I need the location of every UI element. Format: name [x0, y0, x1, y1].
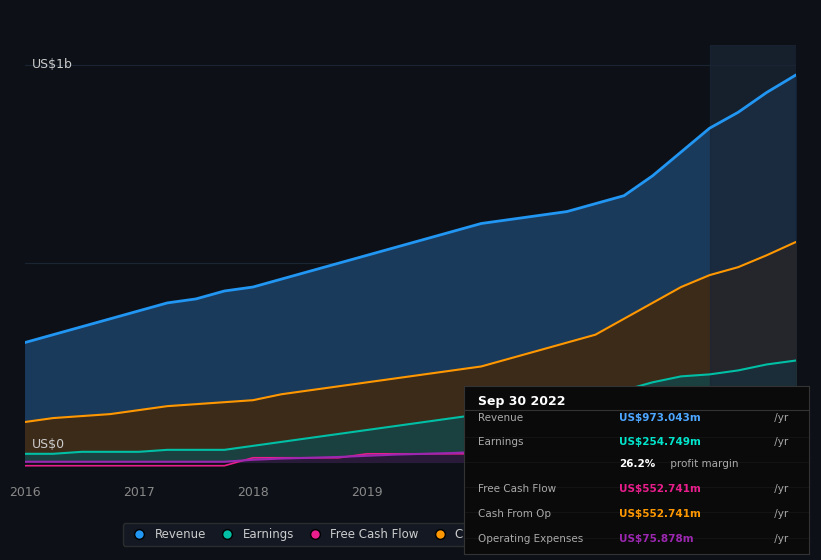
Text: /yr: /yr	[771, 437, 788, 447]
Text: Cash From Op: Cash From Op	[478, 509, 551, 519]
Text: 26.2%: 26.2%	[619, 459, 655, 469]
Text: Free Cash Flow: Free Cash Flow	[478, 484, 556, 494]
Text: US$1b: US$1b	[32, 58, 73, 71]
Text: Sep 30 2022: Sep 30 2022	[478, 395, 565, 408]
Bar	[709, 45, 796, 482]
Text: profit margin: profit margin	[667, 459, 739, 469]
Text: /yr: /yr	[771, 413, 788, 423]
Text: US$552.741m: US$552.741m	[619, 509, 701, 519]
Text: Earnings: Earnings	[478, 437, 523, 447]
Text: US$0: US$0	[32, 438, 66, 451]
Text: US$254.749m: US$254.749m	[619, 437, 701, 447]
Text: /yr: /yr	[771, 509, 788, 519]
Text: US$973.043m: US$973.043m	[619, 413, 701, 423]
Text: US$552.741m: US$552.741m	[619, 484, 701, 494]
Text: /yr: /yr	[771, 534, 788, 544]
Text: Revenue: Revenue	[478, 413, 523, 423]
Text: Operating Expenses: Operating Expenses	[478, 534, 583, 544]
Legend: Revenue, Earnings, Free Cash Flow, Cash From Op, Operating Expenses: Revenue, Earnings, Free Cash Flow, Cash …	[122, 523, 699, 545]
Text: US$75.878m: US$75.878m	[619, 534, 694, 544]
Text: /yr: /yr	[771, 484, 788, 494]
